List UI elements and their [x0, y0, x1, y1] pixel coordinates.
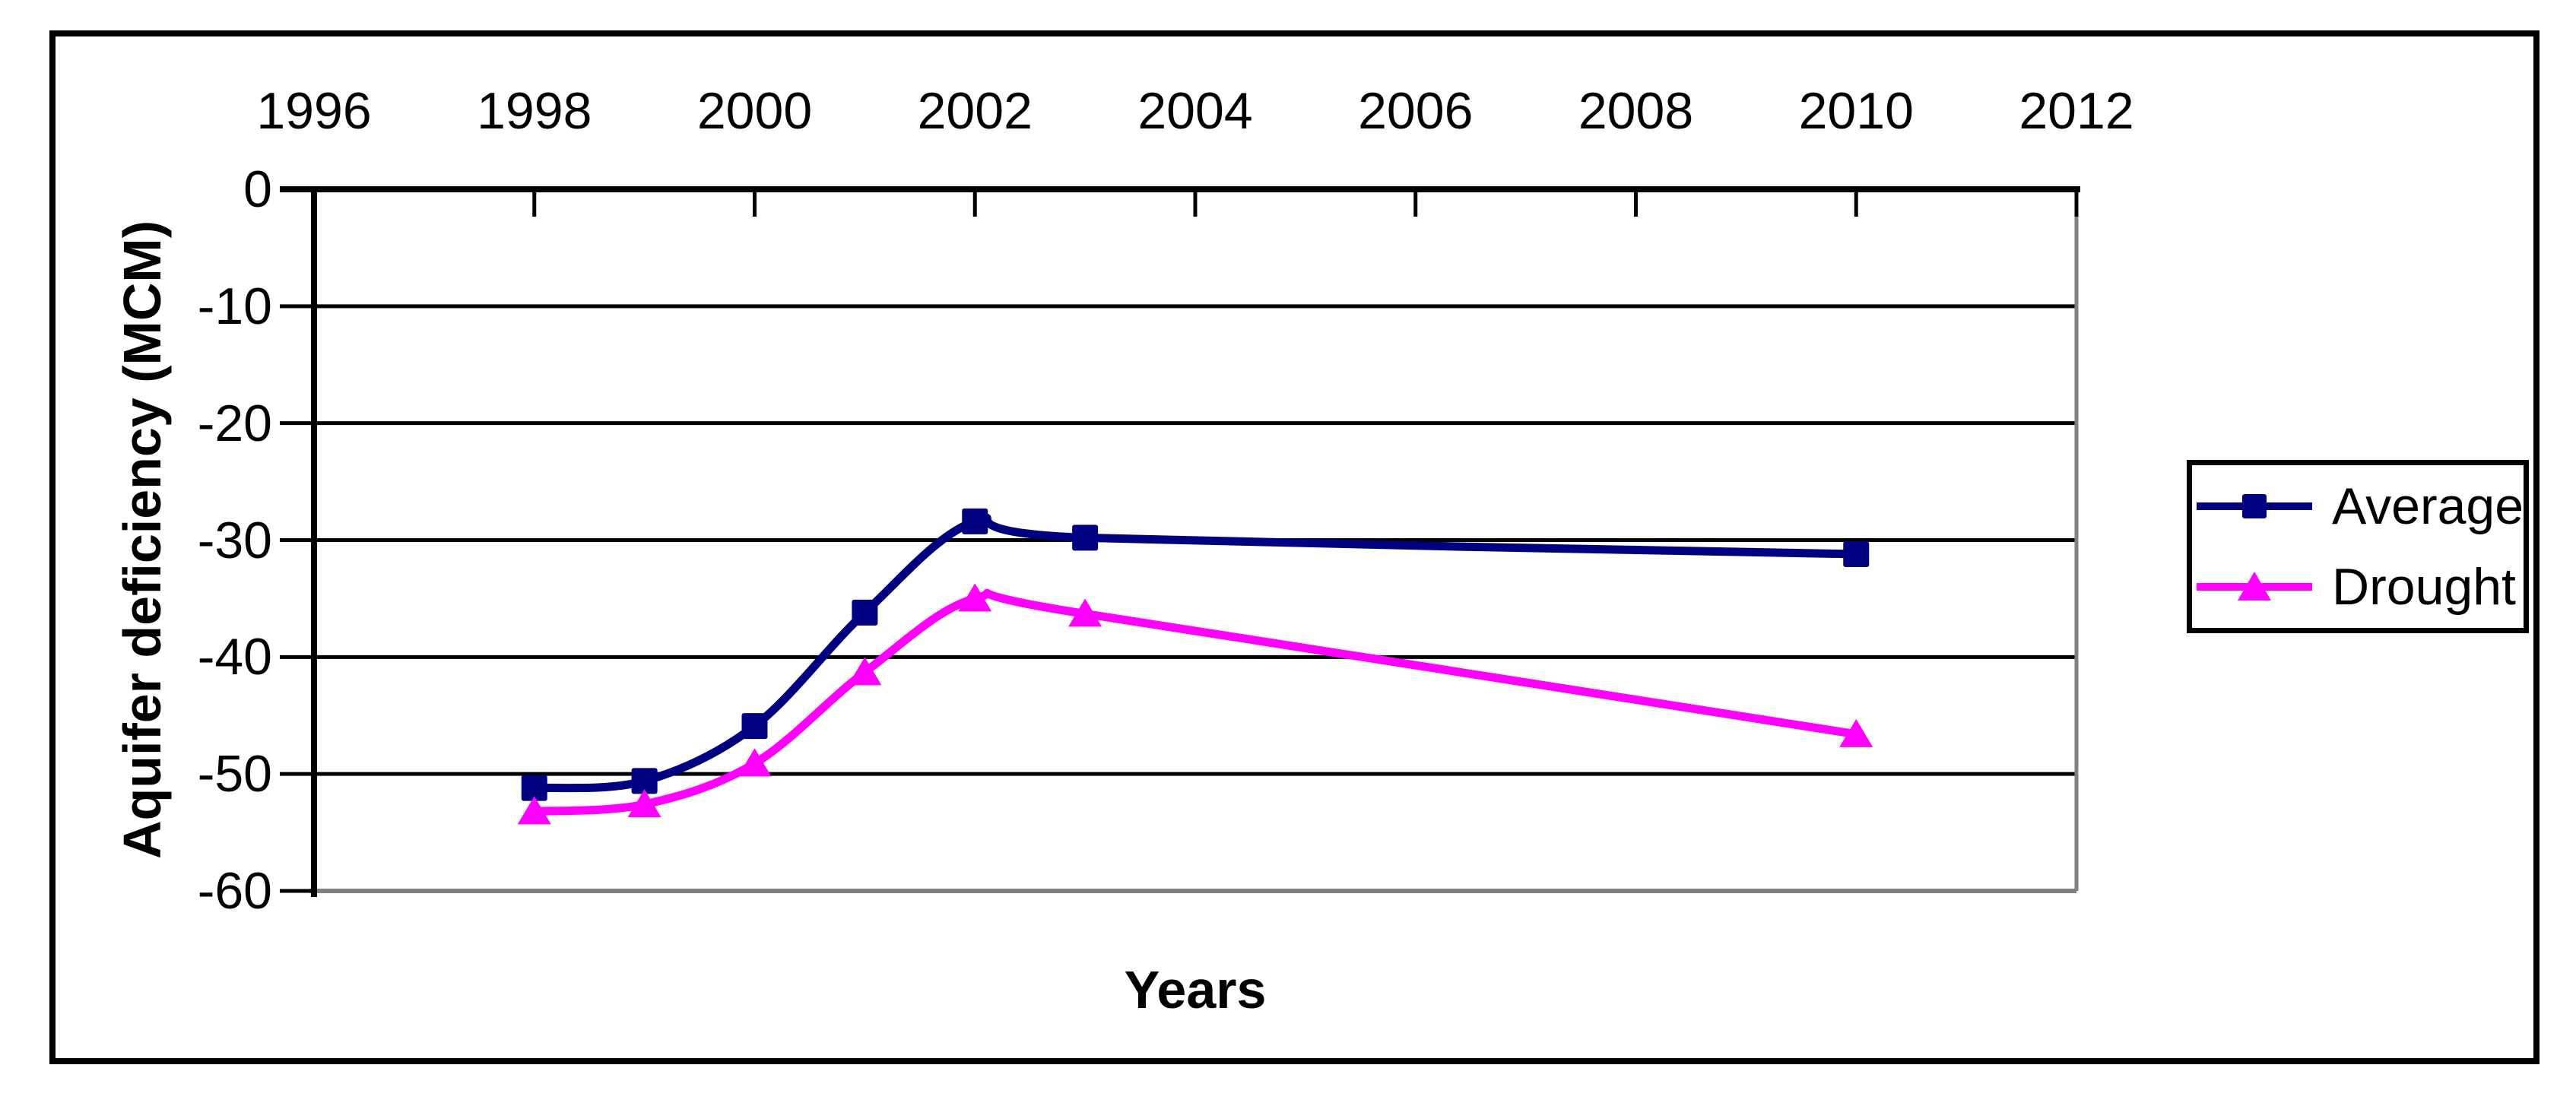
drought-series-swatch [2192, 556, 2320, 617]
x-tick-label: 2000 [696, 82, 813, 140]
x-tick-label: 2010 [1798, 82, 1914, 140]
x-tick-label: 2012 [2019, 82, 2134, 140]
average-marker [741, 713, 768, 740]
drought-marker [1839, 718, 1873, 747]
x-tick-label: 2002 [917, 82, 1033, 140]
y-tick-label: 0 [243, 160, 272, 218]
average-marker [1072, 525, 1099, 551]
drought-marker [1068, 598, 1102, 627]
drought-marker [627, 789, 661, 818]
x-tick-label: 2004 [1137, 82, 1253, 140]
x-tick-label: 1998 [477, 82, 592, 140]
legend-item-average: Average [2192, 476, 2524, 537]
average-marker [852, 599, 878, 626]
legend-label-average: Average [2332, 477, 2524, 535]
triangle-marker-icon [2238, 572, 2271, 601]
y-tick-label: -50 [197, 745, 272, 803]
drought-marker [848, 657, 882, 686]
y-tick-label: -10 [197, 277, 272, 335]
y-tick-label: -30 [197, 511, 272, 569]
x-tick-label: 2006 [1358, 82, 1474, 140]
x-axis-title: Years [1124, 960, 1267, 1019]
x-tick-label: 2008 [1578, 82, 1694, 140]
average-series-line [534, 513, 1857, 793]
y-tick-label: -40 [197, 628, 272, 686]
drought-marker [738, 748, 772, 777]
legend: Average Drought [2187, 460, 2529, 633]
average-marker [962, 508, 988, 534]
drought-marker [517, 796, 551, 825]
square-marker-icon [2242, 494, 2267, 518]
average-marker [1843, 540, 1870, 567]
x-tick-label: 1996 [256, 82, 372, 140]
average-series-swatch [2192, 476, 2320, 537]
figure-border [49, 30, 2540, 1064]
average-marker [521, 775, 547, 801]
legend-label-drought: Drought [2332, 558, 2516, 616]
average-marker [631, 768, 658, 794]
y-tick-label: -20 [197, 394, 272, 452]
drought-marker [958, 583, 992, 612]
legend-item-drought: Drought [2192, 556, 2524, 617]
y-tick-label: -60 [197, 862, 272, 920]
drought-series-line [534, 588, 1857, 816]
y-axis-title: Aquifer deficiency (MCM) [113, 220, 172, 860]
